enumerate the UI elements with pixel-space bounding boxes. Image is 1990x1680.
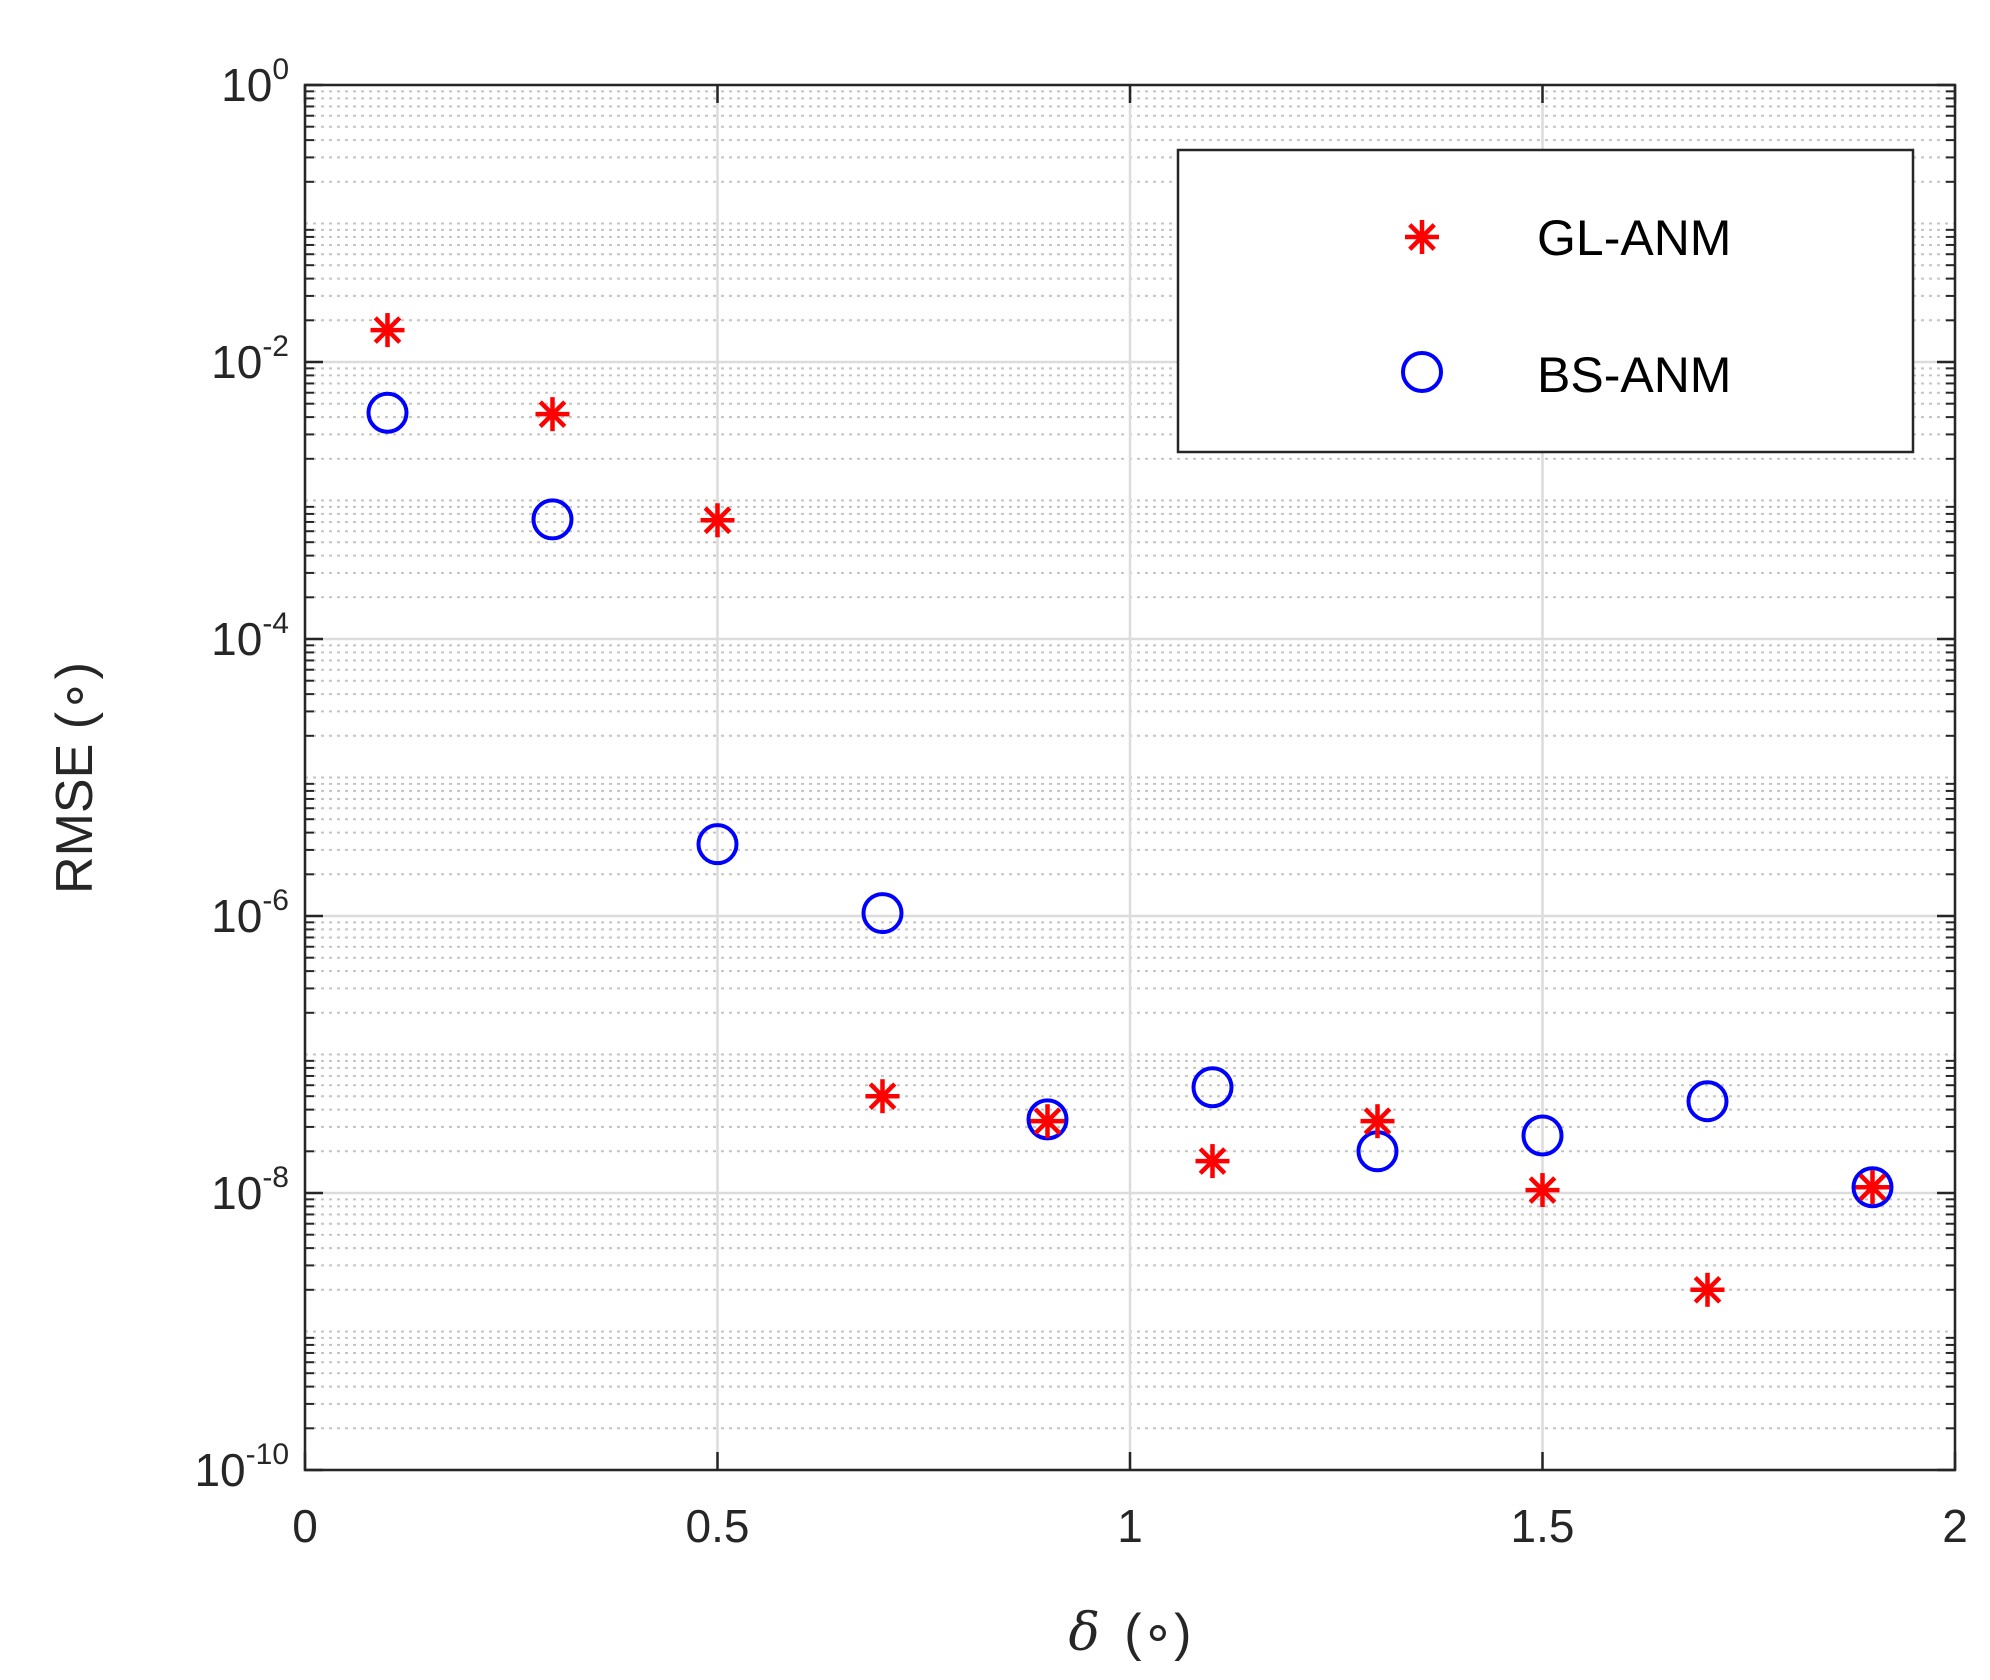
y-tick-labels: 100 10-2 10-4 10-6 10-8 10-10	[194, 53, 289, 1496]
y-tick-label: 100	[221, 53, 289, 111]
y-tick-label: 10-4	[211, 607, 289, 665]
y-tick-label: 10-8	[211, 1161, 289, 1219]
legend-box	[1176, 148, 1915, 454]
bs-anm-point	[1191, 1066, 1234, 1109]
x-tick-labels: 0 0.5 1 1.5 2	[292, 1500, 1968, 1552]
y-axis-title: RMSE (∘)	[46, 662, 104, 894]
bs-anm-point	[1686, 1080, 1729, 1123]
gl-anm-point	[1525, 1173, 1560, 1208]
bs-anm-point	[1521, 1114, 1564, 1157]
bs-anm-point	[366, 391, 409, 434]
legend-circle-marker	[1401, 351, 1443, 393]
y-tick-label: 10-2	[211, 330, 289, 388]
legend-bs-anm-label: BS-ANM	[1537, 347, 1731, 403]
data-markers	[366, 313, 1894, 1307]
y-tick-label: 10-10	[194, 1438, 289, 1496]
legend-gl-anm-label: GL-ANM	[1537, 210, 1731, 266]
legend-gl-anm-marker	[1405, 220, 1439, 254]
x-tick-label: 0.5	[686, 1500, 750, 1552]
x-tick-label: 0	[292, 1500, 318, 1552]
legend-bs-anm-marker	[1401, 351, 1443, 393]
gl-anm-point	[1360, 1104, 1395, 1139]
bs-anm-point	[1851, 1166, 1894, 1209]
gl-anm-point	[535, 397, 570, 432]
x-tick-label: 1.5	[1511, 1500, 1575, 1552]
bs-anm-point	[696, 823, 739, 866]
gl-anm-point	[1690, 1272, 1725, 1307]
gl-anm-point	[1195, 1144, 1230, 1179]
legend: GL-ANM BS-ANM	[1176, 148, 1915, 454]
legend-asterisk-marker	[1405, 220, 1439, 254]
y-tick-label: 10-6	[211, 884, 289, 942]
gl-anm-point	[370, 313, 405, 348]
gl-anm-point	[1030, 1104, 1065, 1139]
bs-anm-point	[531, 498, 574, 541]
gl-anm-point	[1855, 1170, 1890, 1205]
plot-frame	[303, 83, 1957, 1472]
x-axis-title: δ (∘)	[1069, 1603, 1192, 1663]
bs-anm-point	[1026, 1098, 1069, 1141]
x-tick-label: 2	[1942, 1500, 1968, 1552]
gl-anm-point	[865, 1079, 900, 1114]
gl-anm-point	[700, 503, 735, 538]
bs-anm-point	[861, 892, 904, 935]
x-tick-label: 1	[1117, 1500, 1143, 1552]
